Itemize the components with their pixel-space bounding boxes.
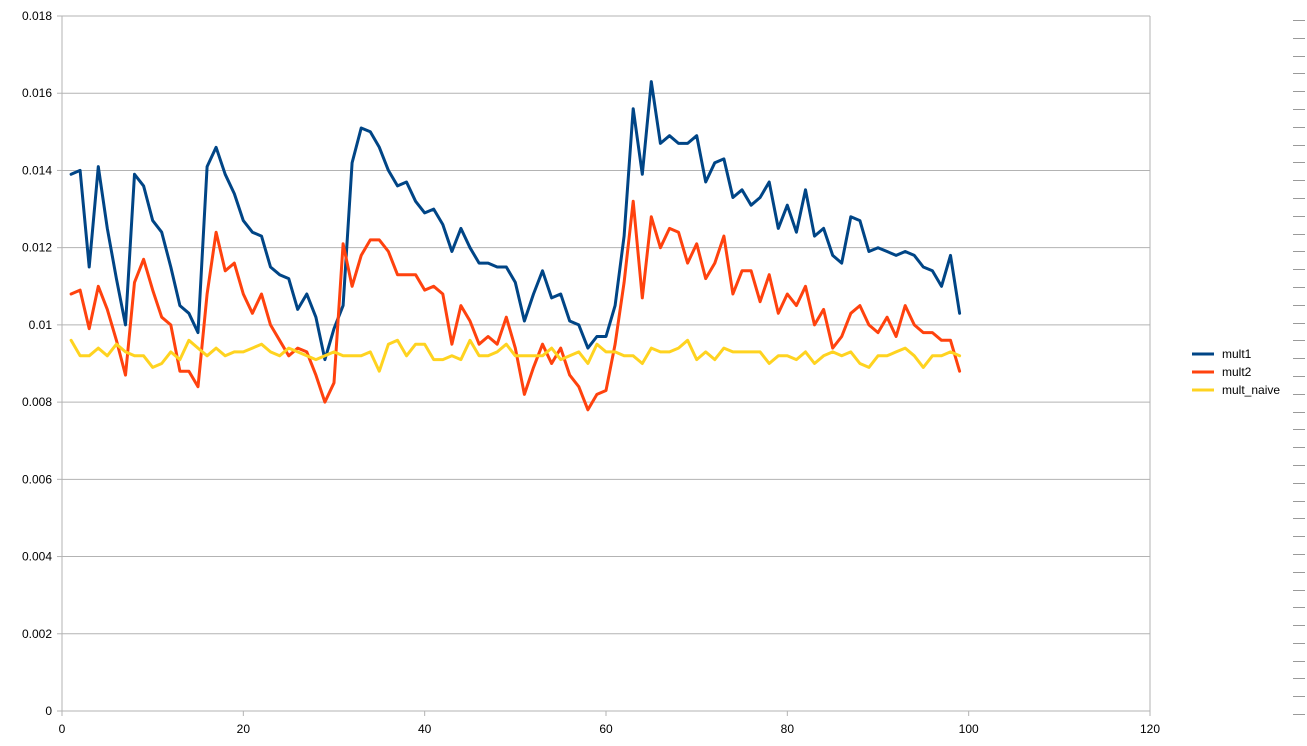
ruler-mark [1293, 197, 1305, 199]
ruler-mark [1293, 233, 1305, 235]
legend-label-mult_naive: mult_naive [1222, 383, 1280, 397]
series-line-mult1 [69, 80, 962, 362]
ruler-mark [1293, 678, 1305, 680]
series-line-mult_naive [69, 338, 962, 373]
y-tick-label: 0.018 [22, 9, 52, 23]
series-line-mult2 [69, 199, 962, 412]
ruler-mark [1293, 215, 1305, 217]
ruler-mark [1293, 144, 1305, 146]
ruler-mark [1293, 126, 1305, 128]
ruler-mark [1293, 553, 1305, 555]
ruler-mark [1293, 55, 1305, 57]
x-tick-label: 100 [959, 722, 979, 736]
ruler-mark [1293, 304, 1305, 306]
y-tick-label: 0 [45, 704, 52, 718]
ruler-mark [1293, 714, 1305, 716]
ruler-mark [1293, 393, 1305, 395]
ruler-mark [1293, 447, 1305, 449]
ruler-mark [1293, 500, 1305, 502]
ruler-mark [1293, 286, 1305, 288]
series-layer [69, 80, 962, 412]
y-tick-label: 0.006 [22, 472, 52, 486]
y-tick-label: 0.002 [22, 627, 52, 641]
axis-layer: 0 0.002 0.004 0.006 0.008 0.01 0.012 0.014 0.016… [22, 9, 1160, 736]
ruler-mark [1293, 358, 1305, 360]
x-tick-label: 60 [599, 722, 613, 736]
x-tick-label: 80 [781, 722, 795, 736]
ruler-mark [1293, 340, 1305, 342]
ruler-mark [1293, 269, 1305, 271]
ruler-mark [1293, 571, 1305, 573]
x-tick-label: 120 [1140, 722, 1160, 736]
ruler-mark [1293, 464, 1305, 466]
y-tick-label: 0.012 [22, 241, 52, 255]
ruler-mark [1293, 20, 1305, 21]
ruler-mark [1293, 429, 1305, 431]
ruler-mark [1293, 607, 1305, 609]
x-tick-label: 20 [237, 722, 251, 736]
ruler-mark [1293, 660, 1305, 662]
ruler-mark [1293, 375, 1305, 377]
ruler-mark [1293, 696, 1305, 698]
ruler-mark [1293, 108, 1305, 110]
grid-layer [62, 15, 1150, 712]
y-tick-label: 0.014 [22, 163, 52, 177]
ruler-mark [1293, 642, 1305, 644]
ruler-mark [1293, 251, 1305, 253]
y-tick-label: 0.004 [22, 550, 52, 564]
ruler-mark [1293, 625, 1305, 627]
x-tick-label: 40 [418, 722, 432, 736]
ruler-mark [1293, 73, 1305, 75]
ruler-mark [1293, 322, 1305, 324]
ruler-mark [1293, 162, 1305, 164]
ruler-mark [1293, 91, 1305, 93]
y-tick-label: 0.016 [22, 86, 52, 100]
ruler-mark [1293, 518, 1305, 520]
y-tick-label: 0.01 [29, 318, 53, 332]
y-tick-label: 0.008 [22, 395, 52, 409]
right-edge-ruler [1293, 20, 1307, 720]
ruler-mark [1293, 482, 1305, 484]
legend-label-mult1: mult1 [1222, 347, 1252, 361]
ruler-mark [1293, 536, 1305, 538]
ruler-mark [1293, 589, 1305, 591]
x-tick-label: 0 [59, 722, 66, 736]
ruler-mark [1293, 180, 1305, 182]
ruler-mark [1293, 37, 1305, 39]
legend-label-mult2: mult2 [1222, 365, 1252, 379]
ruler-mark [1293, 411, 1305, 413]
legend: mult1 mult2 mult_naive [1192, 347, 1280, 397]
